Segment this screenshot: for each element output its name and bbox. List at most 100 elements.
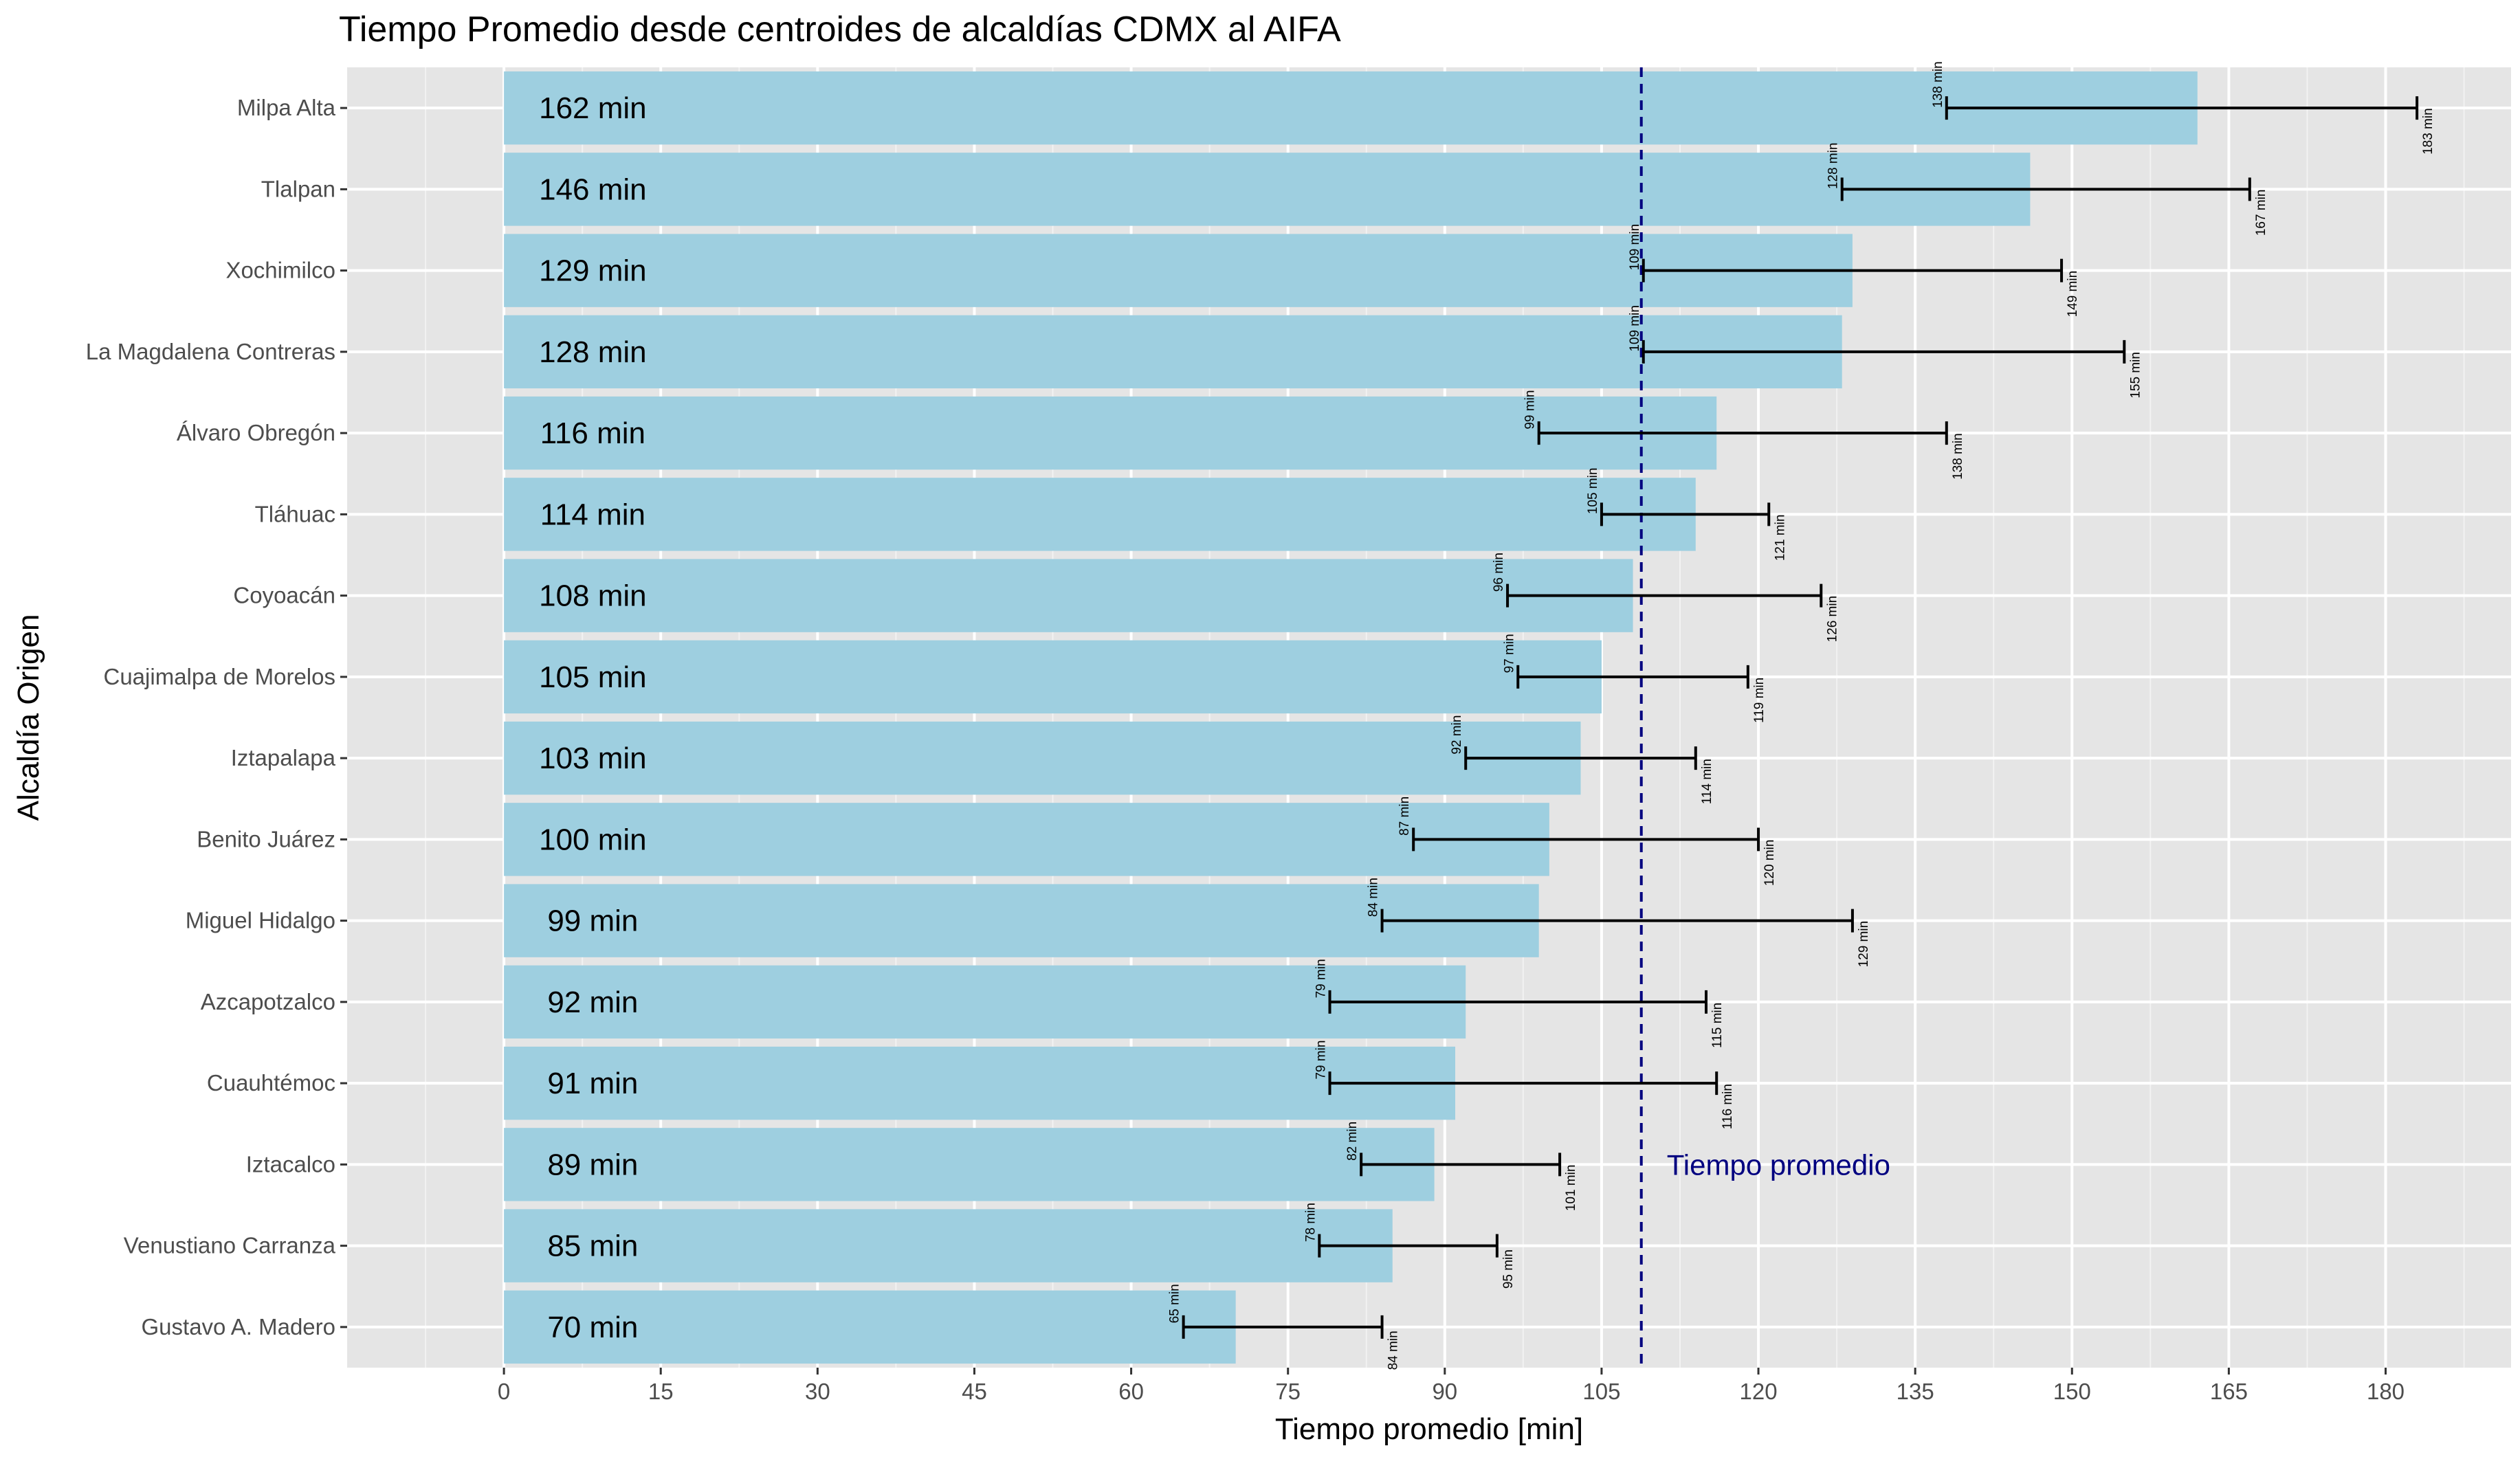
bar: [504, 640, 1602, 714]
error-min-label: 82 min: [1345, 1122, 1360, 1161]
y-tick-label: Gustavo A. Madero: [142, 1314, 335, 1339]
y-tick-label: Xochimilco: [225, 258, 335, 283]
x-tick-label: 105: [1582, 1379, 1620, 1404]
bar: [504, 1128, 1435, 1201]
bars: [504, 71, 2198, 1364]
y-tick-label: Azcapotzalco: [201, 989, 335, 1014]
bar-value-label: 128 min: [539, 335, 647, 369]
error-min-label: 128 min: [1826, 143, 1841, 190]
bar-value-label: 85 min: [547, 1230, 638, 1263]
y-tick-label: Venustiano Carranza: [124, 1233, 336, 1258]
error-min-label: 138 min: [1931, 61, 1945, 108]
bar-value-label: 116 min: [540, 416, 645, 450]
x-tick-label: 150: [2053, 1379, 2091, 1404]
x-tick-label: 60: [1118, 1379, 1144, 1404]
y-tick-label: La Magdalena Contreras: [86, 339, 335, 364]
bar: [504, 965, 1466, 1039]
x-axis: 0 15 30 45 60 75 90 105 120 135 150 165 180: [498, 1368, 2405, 1404]
y-tick-label: Benito Juárez: [197, 826, 335, 852]
x-tick-label: 75: [1275, 1379, 1301, 1404]
bar: [504, 884, 1539, 957]
y-tick-label: Cuajimalpa de Morelos: [104, 664, 336, 689]
error-max-label: 116 min: [1721, 1084, 1735, 1129]
bar-value-label: 99 min: [547, 904, 638, 938]
bar-value-label: 100 min: [539, 823, 647, 856]
error-min-label: 97 min: [1502, 634, 1516, 673]
error-max-label: 149 min: [2066, 271, 2080, 318]
error-max-label: 115 min: [1710, 1003, 1725, 1048]
bar-value-label: 103 min: [539, 742, 647, 775]
error-max-label: 126 min: [1825, 596, 1839, 643]
error-max-label: 119 min: [1752, 678, 1767, 723]
error-max-label: 155 min: [2128, 352, 2143, 399]
bar: [504, 234, 1853, 307]
bar: [504, 478, 1696, 551]
bar-value-label: 162 min: [539, 91, 647, 125]
error-max-label: 121 min: [1773, 515, 1787, 561]
x-tick-label: 120: [1740, 1379, 1778, 1404]
bar-value-labels: 162 min 146 min 129 min 128 min 116 min 114 m…: [539, 91, 647, 1344]
error-max-label: 84 min: [1386, 1331, 1401, 1370]
bar-value-label: 105 min: [539, 660, 647, 694]
bar-value-label: 89 min: [547, 1148, 638, 1181]
bar-value-label: 70 min: [547, 1311, 638, 1344]
bar: [504, 721, 1581, 795]
error-max-label: 138 min: [1951, 433, 1965, 480]
bar: [504, 396, 1717, 470]
bar-value-label: 108 min: [539, 579, 647, 613]
bar: [504, 315, 1842, 389]
error-min-label: 92 min: [1450, 715, 1464, 755]
bar: [504, 1046, 1456, 1120]
error-max-label: 167 min: [2254, 190, 2268, 236]
error-min-label: 105 min: [1586, 468, 1600, 515]
y-tick-label: Álvaro Obregón: [177, 420, 335, 445]
error-min-label: 96 min: [1492, 553, 1506, 592]
error-max-label: 120 min: [1762, 840, 1777, 887]
error-min-label: 99 min: [1523, 390, 1538, 430]
error-max-label: 129 min: [1857, 921, 1871, 968]
chart-title: Tiempo Promedio desde centroides de alca…: [339, 10, 1341, 49]
error-min-label: 109 min: [1628, 224, 1642, 271]
bar-value-label: 91 min: [547, 1067, 638, 1100]
bar: [504, 803, 1549, 876]
bar: [504, 559, 1633, 632]
y-tick-label: Cuauhtémoc: [207, 1070, 335, 1095]
x-tick-label: 0: [498, 1379, 510, 1404]
error-min-label: 78 min: [1303, 1203, 1318, 1242]
y-tick-label: Coyoacán: [233, 583, 335, 608]
error-max-label: 95 min: [1501, 1249, 1516, 1289]
x-axis-title: Tiempo promedio [min]: [1275, 1412, 1583, 1446]
y-axis-title: Alcaldía Origen: [12, 614, 45, 821]
error-max-label: 114 min: [1700, 759, 1714, 804]
bar-value-label: 129 min: [539, 254, 647, 288]
y-tick-label: Tlalpan: [261, 176, 335, 201]
error-max-label: 101 min: [1564, 1165, 1578, 1212]
error-max-label: 183 min: [2421, 108, 2435, 155]
bar-value-label: 146 min: [539, 173, 647, 206]
y-axis: Milpa Alta Tlalpan Xochimilco La Magdalena …: [86, 95, 347, 1339]
error-min-label: 87 min: [1397, 797, 1412, 836]
y-tick-label: Iztapalapa: [231, 745, 336, 770]
x-tick-label: 45: [962, 1379, 987, 1404]
x-tick-label: 90: [1432, 1379, 1457, 1404]
y-tick-label: Milpa Alta: [237, 95, 336, 120]
error-min-label: 109 min: [1628, 305, 1642, 352]
bar: [504, 71, 2198, 145]
bar-value-label: 92 min: [547, 986, 638, 1019]
y-tick-label: Iztacalco: [246, 1151, 335, 1177]
error-min-label: 79 min: [1314, 1041, 1329, 1080]
x-tick-label: 15: [648, 1379, 674, 1404]
x-tick-label: 180: [2367, 1379, 2405, 1404]
x-tick-label: 165: [2210, 1379, 2248, 1404]
error-min-label: 79 min: [1314, 959, 1329, 998]
error-min-label: 65 min: [1168, 1284, 1182, 1323]
bar: [504, 1290, 1236, 1364]
y-tick-label: Tláhuac: [255, 501, 335, 526]
bar-value-label: 114 min: [540, 498, 645, 531]
bar: [504, 153, 2031, 226]
y-tick-label: Miguel Hidalgo: [186, 908, 335, 933]
average-reference-label: Tiempo promedio: [1667, 1148, 1890, 1181]
error-min-label: 84 min: [1367, 878, 1381, 917]
x-tick-label: 135: [1897, 1379, 1934, 1404]
